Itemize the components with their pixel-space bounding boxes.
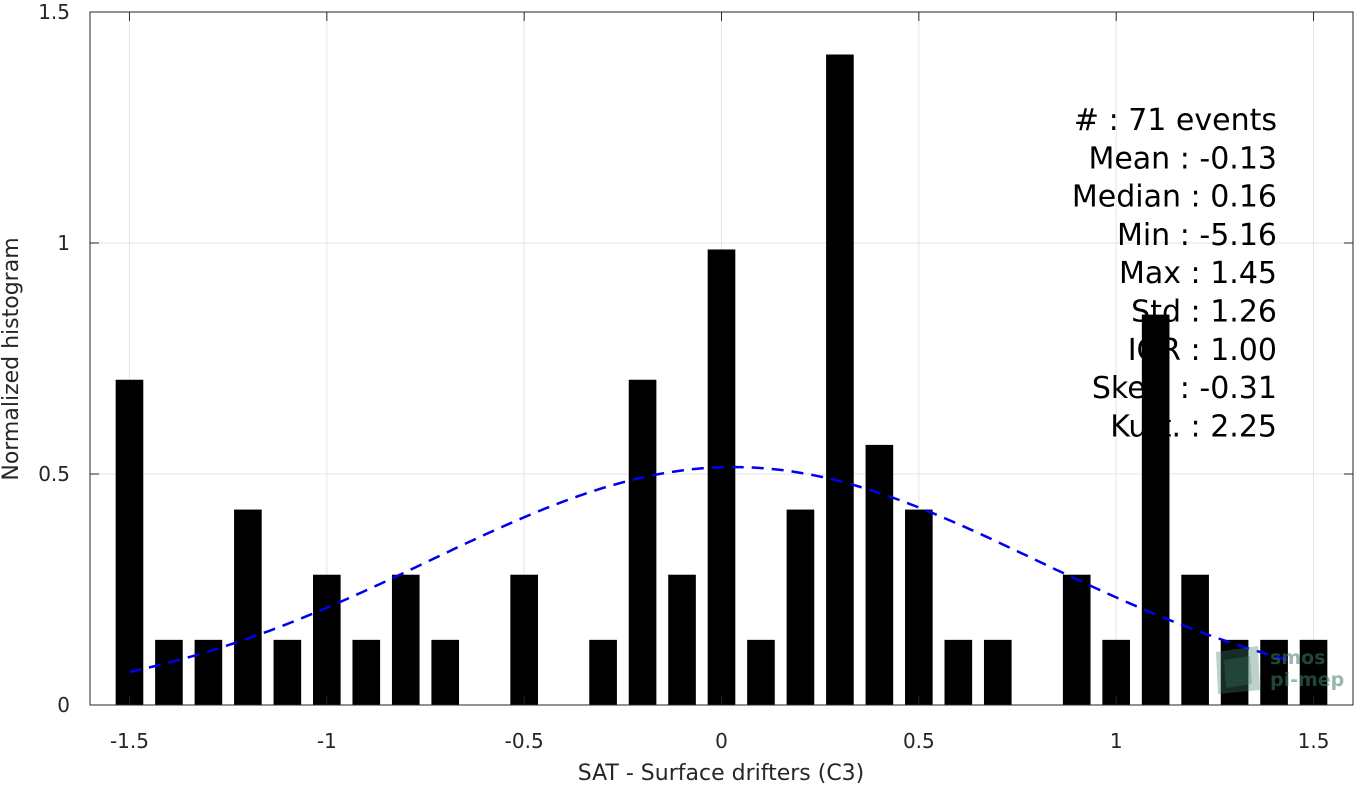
x-tick-label-6: 1.5	[1298, 729, 1330, 753]
stats-line-4: Max : 1.45	[1119, 256, 1277, 291]
histogram-bar-30	[1299, 639, 1328, 705]
histogram-bar-5	[312, 574, 341, 705]
stats-line-1: Mean : -0.13	[1088, 141, 1277, 176]
histogram-bar-7	[391, 574, 420, 705]
axis-ticks	[90, 11, 1353, 706]
watermark-line1: smos	[1270, 647, 1325, 669]
watermark-line2: pi-mep	[1270, 669, 1344, 691]
histogram-bar-21	[944, 639, 973, 705]
histogram-bar-18	[826, 54, 854, 705]
x-tick-labels: -1.5 -1 -0.5 0 0.5 1 1.5	[110, 729, 1329, 753]
histogram-bar-20	[905, 509, 933, 705]
stats-line-3: Min : -5.16	[1117, 218, 1277, 253]
histogram-bar-12	[589, 639, 617, 705]
histogram-bar-29	[1260, 639, 1288, 705]
histogram-bar-14	[668, 574, 696, 705]
y-tick-label-1: 0.5	[38, 462, 70, 486]
stats-line-5: Std : 1.26	[1131, 295, 1277, 330]
histogram-bar-28	[1220, 639, 1249, 705]
stats-line-7: Skew : -0.31	[1092, 371, 1277, 406]
x-tick-label-2: -0.5	[505, 729, 544, 753]
histogram-bar-4	[273, 639, 302, 705]
y-tick-label-3: 1.5	[38, 0, 70, 24]
x-tick-label-1: -1	[317, 729, 337, 753]
histogram-bar-8	[431, 639, 460, 705]
histogram-bar-6	[352, 639, 381, 705]
x-tick-label-0: -1.5	[110, 729, 149, 753]
histogram-bar-10	[510, 574, 538, 705]
stats-line-8: Kurt. : 2.25	[1110, 409, 1277, 444]
histogram-bar-25	[1102, 639, 1131, 705]
logo-shape-inner	[1224, 656, 1252, 688]
histogram-bar-17	[786, 509, 815, 705]
histogram-bar-22	[983, 639, 1012, 705]
x-axis-title: SAT - Surface drifters (C3)	[578, 761, 865, 785]
x-tick-label-3: 0	[715, 729, 728, 753]
histogram-bar-15	[707, 249, 736, 705]
x-tick-label-4: 0.5	[903, 729, 935, 753]
histogram-bar-24	[1062, 574, 1091, 705]
x-tick-label-5: 1	[1110, 729, 1123, 753]
smos-pimep-logo: smos pi-mep	[1216, 646, 1344, 694]
normal-fit-curve	[129, 465, 1295, 674]
y-tick-label-0: 0	[57, 693, 70, 717]
histogram-bars	[115, 54, 1328, 705]
stats-line-0: # : 71 events	[1074, 103, 1277, 138]
histogram-bar-16	[747, 639, 775, 705]
logo-shape	[1216, 646, 1260, 694]
histogram-bar-27	[1181, 574, 1209, 705]
histogram-bar-26	[1141, 314, 1170, 705]
histogram-bar-3	[234, 509, 262, 705]
histogram-bar-0	[115, 379, 144, 705]
y-tick-label-2: 1	[57, 231, 70, 255]
stats-line-2: Median : 0.16	[1072, 180, 1277, 215]
y-tick-labels: 0 0.5 1 1.5	[38, 0, 70, 717]
y-axis-title: Normalized histogram	[0, 237, 24, 480]
histogram-bar-1	[155, 639, 183, 705]
stats-line-6: IQR : 1.00	[1128, 333, 1277, 368]
histogram-bar-13	[628, 379, 657, 705]
histogram-bar-19	[865, 444, 894, 705]
